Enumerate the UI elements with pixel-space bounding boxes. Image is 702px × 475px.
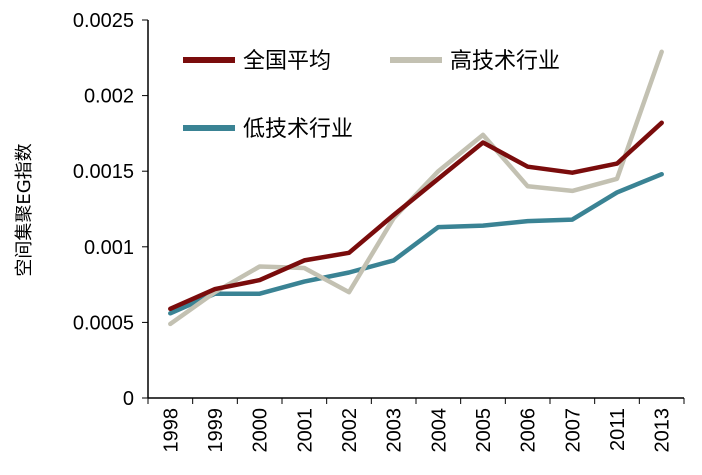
y-tick-label: 0.0015 bbox=[73, 161, 134, 183]
x-tick-label: 2003 bbox=[384, 408, 406, 453]
y-axis-title-group: 空间集聚EG指数 bbox=[14, 143, 35, 276]
x-tick-label: 2006 bbox=[518, 408, 540, 453]
y-axis-title: 空间集聚EG指数 bbox=[14, 143, 35, 276]
x-tick-label: 2002 bbox=[339, 408, 361, 453]
x-axis-ticks: 1998 1999 2000 2001 2002 2003 2004 2005 2006 2007… bbox=[147, 398, 685, 453]
series-line-1 bbox=[168, 120, 664, 312]
x-tick-label: 2007 bbox=[562, 408, 584, 453]
series-lines bbox=[168, 49, 664, 327]
y-axis-ticks: 0 0.0005 0.001 0.0015 0.002 0.0025 bbox=[73, 10, 148, 410]
y-tick-label: 0 bbox=[123, 388, 134, 410]
x-tick-label: 2013 bbox=[652, 408, 674, 453]
axes bbox=[147, 20, 684, 399]
x-tick-label: 1999 bbox=[205, 408, 227, 453]
y-tick-label: 0.002 bbox=[84, 86, 134, 108]
x-tick-label: 1998 bbox=[160, 408, 182, 453]
x-tick-label: 2004 bbox=[428, 408, 450, 453]
series-line-3 bbox=[168, 171, 664, 316]
x-tick-label: 2000 bbox=[250, 408, 272, 453]
legend-label-2: 高技术行业 bbox=[450, 49, 560, 74]
x-tick-label: 2005 bbox=[473, 408, 495, 453]
legend-label-3: 低技术行业 bbox=[243, 117, 353, 142]
x-tick-label: 2001 bbox=[294, 408, 316, 453]
y-tick-label: 0.0025 bbox=[73, 10, 134, 32]
y-tick-label: 0.0005 bbox=[73, 312, 134, 334]
y-tick-label: 0.001 bbox=[84, 237, 134, 259]
x-tick-label: 2011 bbox=[607, 408, 629, 451]
legend-label-1: 全国平均 bbox=[243, 49, 331, 74]
